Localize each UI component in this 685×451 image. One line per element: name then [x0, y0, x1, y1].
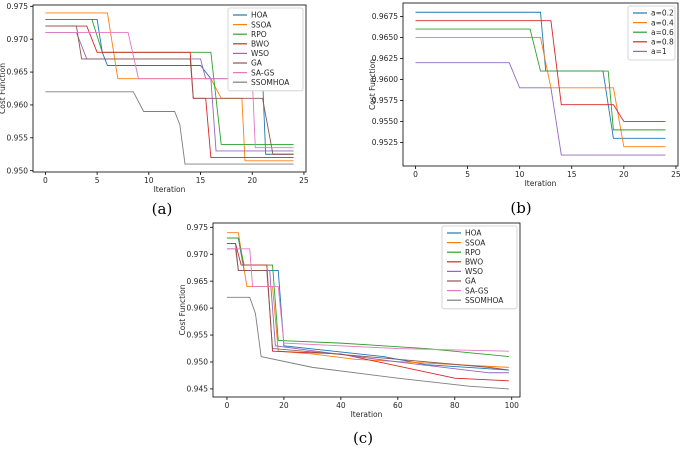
y-tick-label: 0.970: [7, 35, 29, 44]
legend-entry: SA-GS: [251, 68, 275, 77]
x-tick-label: 5: [95, 176, 100, 185]
y-tick-label: 0.960: [7, 101, 29, 110]
series-line-wso: [226, 248, 509, 374]
x-tick-label: 20: [247, 176, 257, 185]
panel-caption: (a): [152, 200, 173, 218]
series-line-hoa: [45, 19, 294, 155]
legend-entry: SSOMHOA: [465, 296, 504, 305]
legend-box: [627, 5, 676, 61]
y-tick-label: 0.9650: [372, 33, 398, 42]
x-tick-label: 0: [225, 401, 230, 410]
y-tick-label: 0.955: [187, 331, 209, 340]
x-tick-label: 10: [144, 176, 154, 185]
y-tick-label: 0.9600: [372, 75, 398, 84]
y-tick-label: 0.975: [187, 223, 209, 232]
legend-entry: a=0.6: [651, 28, 674, 37]
y-tick-label: 0.975: [7, 2, 29, 11]
x-tick-label: 25: [299, 176, 309, 185]
x-tick-label: 40: [336, 401, 346, 410]
legend-entry: WSO: [251, 49, 269, 58]
x-tick-label: 100: [505, 401, 520, 410]
legend-entry: WSO: [465, 267, 483, 276]
legend-box: [227, 7, 304, 92]
y-tick-label: 0.965: [7, 68, 29, 77]
legend-entry: BWO: [251, 40, 269, 49]
series-line-ssoa: [45, 12, 294, 162]
x-tick-label: 15: [196, 176, 206, 185]
y-tick-label: 0.950: [187, 358, 209, 367]
series-line-a-1: [415, 62, 666, 156]
legend-box: [441, 225, 518, 310]
chart-c: 0 20 40 60 80 100 0.945 0.950 0.955 0.960 0.965 0.9…: [178, 222, 521, 419]
x-tick-label: 0: [43, 176, 48, 185]
y-axis-label: Cost Function: [368, 59, 377, 110]
legend-entry: SA-GS: [465, 286, 489, 295]
x-axis-label: Iteration: [351, 410, 383, 419]
legend-entry: a=0.8: [651, 38, 674, 47]
series-line-ga: [226, 243, 509, 371]
series-line-ssomhoa: [45, 91, 294, 165]
y-tick-label: 0.970: [187, 250, 209, 259]
x-axis-label: Iteration: [525, 179, 557, 188]
x-tick-label: 20: [619, 170, 629, 179]
series-line-sa-gs: [226, 248, 509, 352]
y-tick-label: 0.965: [187, 277, 209, 286]
y-tick-label: 0.9625: [372, 54, 398, 63]
legend-entry: RPO: [251, 30, 267, 39]
series-line-ssomhoa: [226, 296, 509, 390]
series-line-a-0-6: [415, 28, 666, 131]
y-tick-label: 0.960: [187, 304, 209, 313]
legend-entry: RPO: [465, 248, 481, 257]
y-tick-label: 0.955: [7, 133, 29, 142]
series-line-a-0-8: [415, 20, 666, 122]
x-tick-label: 15: [567, 170, 577, 179]
legend-entry: HOA: [465, 229, 482, 238]
x-tick-label: 60: [393, 401, 403, 410]
panel-caption: (b): [510, 199, 531, 217]
legend-entry: SSOMHOA: [251, 78, 290, 87]
legend-entry: a=0.2: [651, 9, 674, 18]
y-tick-label: 0.950: [7, 166, 29, 175]
y-tick-label: 0.9525: [372, 138, 398, 147]
y-axis-label: Cost Function: [0, 63, 7, 114]
y-tick-label: 0.9675: [372, 12, 398, 21]
legend-entry: GA: [465, 277, 477, 286]
series-line-sa-gs: [45, 32, 294, 149]
x-tick-label: 0: [413, 170, 418, 179]
legend-entry: SSOA: [465, 238, 486, 247]
x-tick-label: 25: [671, 170, 681, 179]
y-axis-label: Cost Function: [178, 284, 187, 335]
legend-entry: a=1: [651, 47, 667, 56]
series-line-rpo: [226, 237, 509, 358]
series-line-ssoa: [226, 232, 509, 368]
x-tick-label: 20: [279, 401, 289, 410]
y-tick-label: 0.945: [187, 385, 209, 394]
chart-a: 0 5 10 15 20 25 0.950 0.955 0.960 0.965 0.970 0.975…: [0, 2, 309, 194]
y-tick-label: 0.9575: [372, 96, 398, 105]
x-axis-label: Iteration: [154, 185, 186, 194]
series-line-a-0-4: [415, 37, 666, 148]
legend-entry: a=0.4: [651, 18, 674, 27]
legend-entry: GA: [251, 59, 263, 68]
panel-caption: (c): [353, 429, 373, 447]
chart-b: 0 5 10 15 20 25 0.9525 0.9550 0.9575 0.9600 0.9625…: [368, 2, 681, 188]
legend-entry: HOA: [251, 11, 268, 20]
legend-entry: SSOA: [251, 20, 272, 29]
y-tick-label: 0.9550: [372, 117, 398, 126]
x-tick-label: 5: [465, 170, 470, 179]
legend-entry: BWO: [465, 258, 483, 267]
x-tick-label: 10: [515, 170, 525, 179]
x-tick-label: 80: [450, 401, 460, 410]
